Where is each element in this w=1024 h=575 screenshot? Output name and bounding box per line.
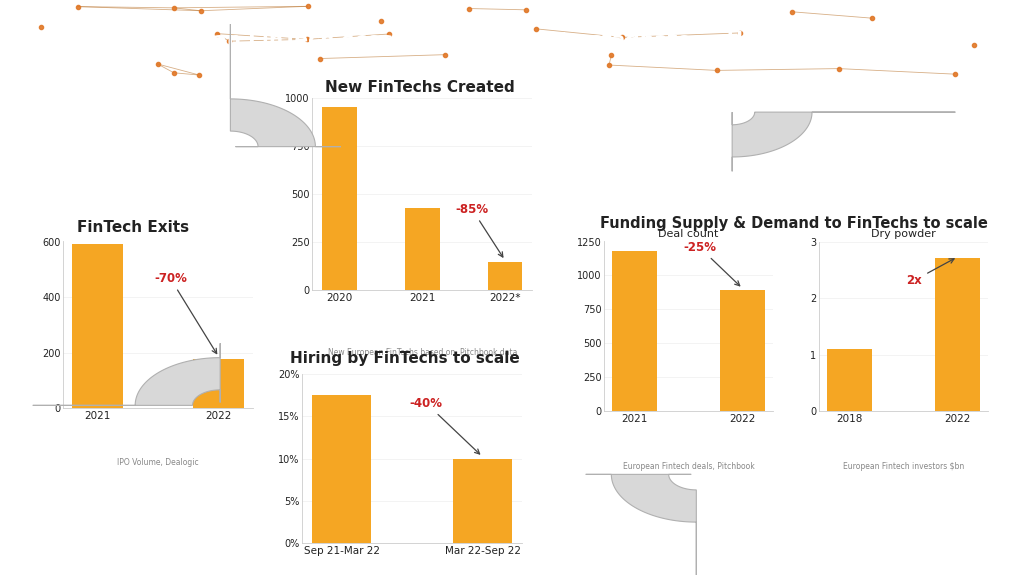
Bar [935, 258, 981, 411]
Bar [720, 290, 766, 411]
Bar [323, 108, 357, 290]
Title: Dry powder: Dry powder [871, 229, 936, 239]
Polygon shape [230, 24, 341, 147]
Text: -25%: -25% [683, 241, 739, 286]
Bar [194, 359, 245, 408]
Polygon shape [586, 474, 696, 575]
Text: IPO Volume, Dealogic: IPO Volume, Dealogic [118, 458, 199, 467]
Polygon shape [732, 112, 955, 171]
Text: 2x: 2x [906, 259, 954, 287]
Text: -40%: -40% [410, 397, 479, 454]
Text: The European FinTech ecosystem started to stagnate in the last 12 months: The European FinTech ecosystem started t… [84, 31, 940, 51]
Text: New European FinTechs based on  Pitchbook data: New European FinTechs based on Pitchbook… [328, 348, 517, 357]
Text: European Fintech deals, Pitchbook: European Fintech deals, Pitchbook [623, 462, 755, 471]
Bar [406, 208, 439, 290]
Text: FinTech Exits: FinTech Exits [77, 220, 189, 235]
Text: -70%: -70% [154, 272, 217, 354]
Text: -85%: -85% [456, 203, 503, 257]
Bar [72, 244, 123, 408]
Title: Deal count: Deal count [658, 229, 719, 239]
Text: Hiring by FinTechs to scale: Hiring by FinTechs to scale [290, 351, 519, 366]
Text: New FinTechs Created: New FinTechs Created [325, 81, 515, 95]
Text: Funding Supply & Demand to FinTechs to scale: Funding Supply & Demand to FinTechs to s… [600, 216, 987, 231]
Polygon shape [33, 343, 220, 405]
Bar [827, 349, 872, 411]
Bar [611, 251, 657, 411]
Bar [453, 459, 512, 543]
Bar [487, 262, 522, 290]
Text: European Fintech investors $bn: European Fintech investors $bn [843, 462, 965, 471]
Bar [312, 395, 372, 543]
